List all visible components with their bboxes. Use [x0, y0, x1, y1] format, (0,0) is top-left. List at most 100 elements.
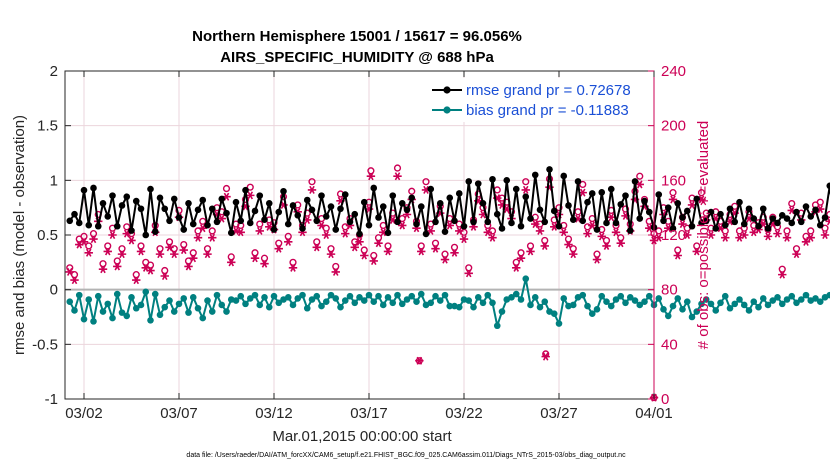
rmse-point-9 — [109, 192, 116, 199]
rmse-point-3 — [80, 186, 88, 194]
obs-possible-marker-26 — [189, 249, 197, 257]
bias-point-50 — [303, 304, 311, 312]
rmse-point-38 — [246, 219, 254, 227]
bias-point-32 — [218, 301, 226, 309]
bias-point-2 — [75, 291, 83, 299]
obs-possible-marker-96 — [522, 178, 530, 186]
bias-point-25 — [185, 309, 192, 316]
y-left-tick-label-5: 1.5 — [37, 118, 58, 135]
bias-point-35 — [232, 297, 240, 304]
bias-point-76 — [427, 299, 435, 307]
obs-possible-marker-152 — [788, 199, 796, 208]
obs-evaluated-marker-special-0 — [366, 172, 376, 181]
bias-point-74 — [417, 290, 425, 298]
obs-possible-marker-56 — [332, 262, 340, 271]
bias-point-96 — [522, 275, 530, 283]
obs-evaluated-marker-28 — [198, 224, 207, 233]
obs-evaluated-marker-84 — [464, 269, 473, 278]
rmse-point-98 — [531, 171, 539, 179]
rmse-point-44 — [275, 208, 283, 216]
rmse-point-104 — [560, 172, 568, 180]
rmse-point-31 — [213, 218, 221, 226]
rmse-point-127 — [669, 225, 677, 232]
rmse-point-92 — [503, 177, 511, 184]
obs-possible-marker-21 — [165, 238, 174, 246]
bias-point-8 — [104, 300, 112, 308]
rmse-point-74 — [417, 203, 425, 210]
obs-possible-marker-106 — [569, 245, 577, 253]
bias-point-119 — [631, 297, 639, 304]
obs-possible-marker-109 — [583, 223, 592, 231]
rmse-point-125 — [660, 217, 667, 225]
bias-point-31 — [213, 291, 221, 299]
obs-possible-marker-133 — [697, 189, 706, 197]
obs-possible-marker-105 — [564, 235, 573, 243]
obs-evaluated-marker-30 — [208, 233, 217, 242]
rmse-point-37 — [242, 186, 249, 194]
bias-point-43 — [270, 292, 278, 300]
bias-point-160 — [826, 291, 830, 299]
obs-possible-marker-8 — [104, 242, 112, 250]
obs-evaluated-marker-56 — [331, 267, 340, 276]
x-tick-label-1: 03/07 — [160, 405, 198, 422]
bias-point-38 — [246, 295, 254, 302]
bias-point-66 — [379, 301, 387, 309]
rmse-point-94 — [512, 185, 520, 193]
bias-point-97 — [527, 301, 534, 309]
rmse-point-2 — [75, 219, 83, 227]
rmse-point-150 — [778, 212, 786, 219]
bias-point-103 — [555, 320, 563, 327]
obs-possible-marker-150 — [778, 265, 786, 273]
rmse-point-89 — [489, 175, 496, 183]
rmse-point-39 — [251, 207, 259, 215]
rmse-point-0 — [66, 217, 74, 225]
obs-evaluated-marker-115 — [611, 228, 621, 237]
obs-possible-marker-84 — [465, 264, 473, 272]
rmse-point-110 — [588, 190, 596, 197]
rmse-point-140 — [731, 218, 739, 226]
rmse-point-32 — [218, 195, 226, 203]
obs-possible-marker-64 — [370, 251, 378, 260]
obs-evaluated-marker-135 — [706, 230, 716, 240]
obs-evaluated-marker-25 — [184, 262, 193, 271]
obs-evaluated-marker-27 — [193, 233, 203, 242]
y-right-axis-label: # of obs: o=possible; ∗=evaluated — [695, 121, 712, 350]
bias-point-88 — [484, 291, 492, 299]
rmse-point-149 — [774, 219, 781, 227]
rmse-point-80 — [446, 194, 454, 202]
bias-point-108 — [579, 291, 587, 299]
obs-possible-marker-4 — [85, 242, 93, 250]
bias-point-17 — [147, 316, 154, 324]
bias-point-19 — [156, 311, 164, 319]
bias-point-58 — [341, 297, 349, 304]
bias-point-69 — [394, 291, 401, 299]
rmse-point-78 — [436, 199, 444, 207]
rmse-point-71 — [403, 206, 411, 214]
bias-point-23 — [175, 300, 183, 308]
bias-point-93 — [508, 294, 515, 301]
bias-line — [68, 277, 830, 327]
obs-possible-marker-3 — [80, 232, 88, 240]
rmse-point-152 — [788, 219, 796, 227]
rmse-point-148 — [769, 215, 777, 222]
bias-point-129 — [679, 306, 686, 313]
obs-possible-marker-7 — [99, 260, 107, 268]
x-axis-ticks: 03/02 03/07 03/12 03/17 03/22 03/27 04/01 — [65, 71, 673, 422]
bias-point-99 — [536, 303, 544, 311]
bias-point-131 — [688, 313, 696, 321]
obs-evaluated-marker-54 — [322, 230, 331, 240]
rmse-point-82 — [455, 190, 463, 197]
obs-possible-marker-69 — [393, 164, 402, 172]
obs-possible-marker-113 — [602, 236, 611, 245]
obs-evaluated-marker-82 — [455, 226, 464, 235]
bias-point-52 — [313, 292, 321, 300]
obs-evaluated-marker-127 — [668, 195, 678, 204]
rmse-point-101 — [546, 166, 553, 173]
bias-point-48 — [294, 295, 302, 302]
obs-possible-marker-55 — [327, 245, 335, 253]
rmse-point-134 — [702, 217, 710, 225]
rmse-point-103 — [555, 222, 563, 230]
obs-evaluated-marker-149 — [773, 229, 782, 238]
bias-series — [66, 275, 830, 330]
y-right-tick-label-0: 0 — [661, 391, 669, 408]
